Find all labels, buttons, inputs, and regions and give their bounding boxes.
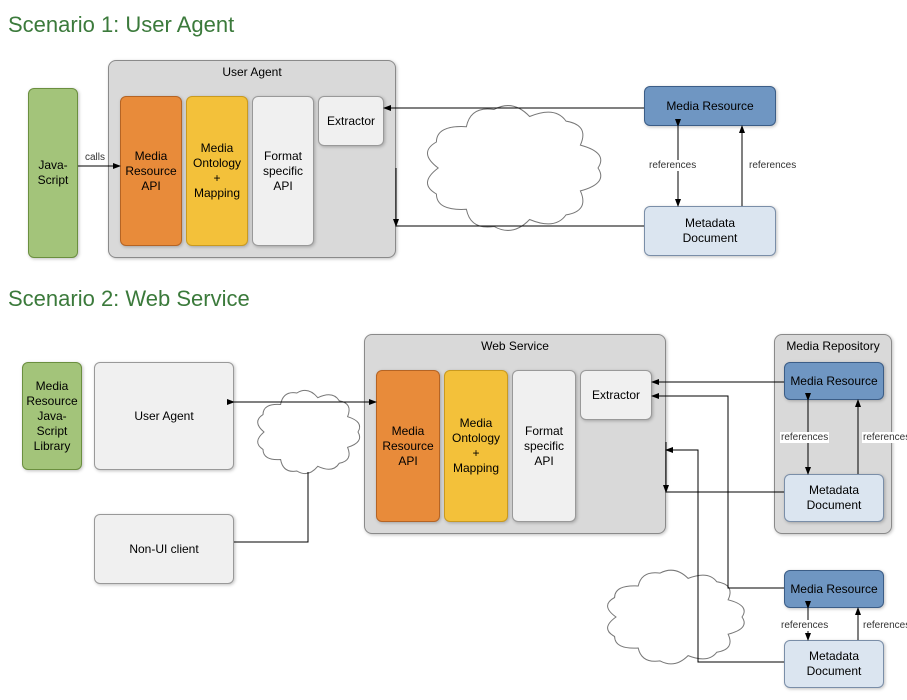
s2-media-res2: Media Resource: [784, 570, 884, 608]
s2-metadata2: Metadata Document: [784, 640, 884, 688]
s1-metadata: Metadata Document: [644, 206, 776, 256]
scenario2-canvas: Web ServiceMedia RepositoryMedia Resourc…: [8, 322, 898, 692]
s2-format: Format specific API: [512, 370, 576, 522]
edge-label: references: [862, 432, 907, 443]
scenario1-canvas: User AgentJava- ScriptMedia Resource API…: [8, 48, 898, 268]
s1-api: Media Resource API: [120, 96, 182, 246]
scenario2-title: Scenario 2: Web Service: [8, 286, 899, 312]
edge-label: references: [780, 620, 829, 631]
edge-label: calls: [84, 152, 106, 163]
edge-label: references: [648, 160, 697, 171]
s1-js: Java- Script: [28, 88, 78, 258]
s2-user-agent: User Agent: [94, 362, 234, 470]
s2-nonui: Non-UI client: [94, 514, 234, 584]
s2-jslib: Media Resource Java- Script Library: [22, 362, 82, 470]
s2-media-res1: Media Resource: [784, 362, 884, 400]
scenario1-title: Scenario 1: User Agent: [8, 12, 899, 38]
s2-ontology: Media Ontology + Mapping: [444, 370, 508, 522]
edge-label: references: [748, 160, 797, 171]
s2-metadata1: Metadata Document: [784, 474, 884, 522]
s2-extractor: Extractor: [580, 370, 652, 420]
s1-extractor: Extractor: [318, 96, 384, 146]
s1-ontology: Media Ontology + Mapping: [186, 96, 248, 246]
s1-media-res: Media Resource: [644, 86, 776, 126]
s2-api: Media Resource API: [376, 370, 440, 522]
edge-label: references: [862, 620, 907, 631]
edge-label: references: [780, 432, 829, 443]
s1-format: Format specific API: [252, 96, 314, 246]
